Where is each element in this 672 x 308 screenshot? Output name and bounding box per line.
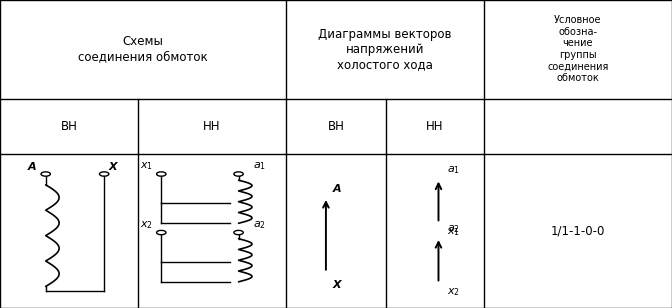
Text: Условное
обозна-
чение
группы
соединения
обмоток: Условное обозна- чение группы соединения…	[547, 15, 609, 83]
Circle shape	[234, 230, 243, 235]
Text: A: A	[28, 163, 36, 172]
Circle shape	[157, 172, 166, 176]
Text: $a_1$: $a_1$	[446, 164, 460, 176]
Text: A: A	[333, 184, 341, 194]
Text: ВН: ВН	[60, 120, 77, 133]
Text: $a_2$: $a_2$	[253, 219, 266, 231]
Text: Схемы
соединения обмоток: Схемы соединения обмоток	[78, 35, 208, 63]
Circle shape	[99, 172, 109, 176]
Text: X: X	[109, 163, 117, 172]
Text: НН: НН	[426, 120, 444, 133]
Text: $x_1$: $x_1$	[446, 226, 460, 238]
Text: 1/1-1-0-0: 1/1-1-0-0	[551, 225, 605, 237]
Text: $a_1$: $a_1$	[253, 161, 266, 172]
Circle shape	[41, 172, 50, 176]
Text: Диаграммы векторов
напряжений
холостого хода: Диаграммы векторов напряжений холостого …	[318, 28, 452, 71]
Circle shape	[234, 172, 243, 176]
Text: $x_1$: $x_1$	[140, 161, 153, 172]
Text: X: X	[333, 280, 341, 290]
Text: НН: НН	[203, 120, 220, 133]
Text: $x_2$: $x_2$	[446, 286, 460, 298]
Text: $x_2$: $x_2$	[140, 219, 153, 231]
Text: $a_2$: $a_2$	[446, 223, 460, 235]
Text: ВН: ВН	[327, 120, 345, 133]
Circle shape	[157, 230, 166, 235]
